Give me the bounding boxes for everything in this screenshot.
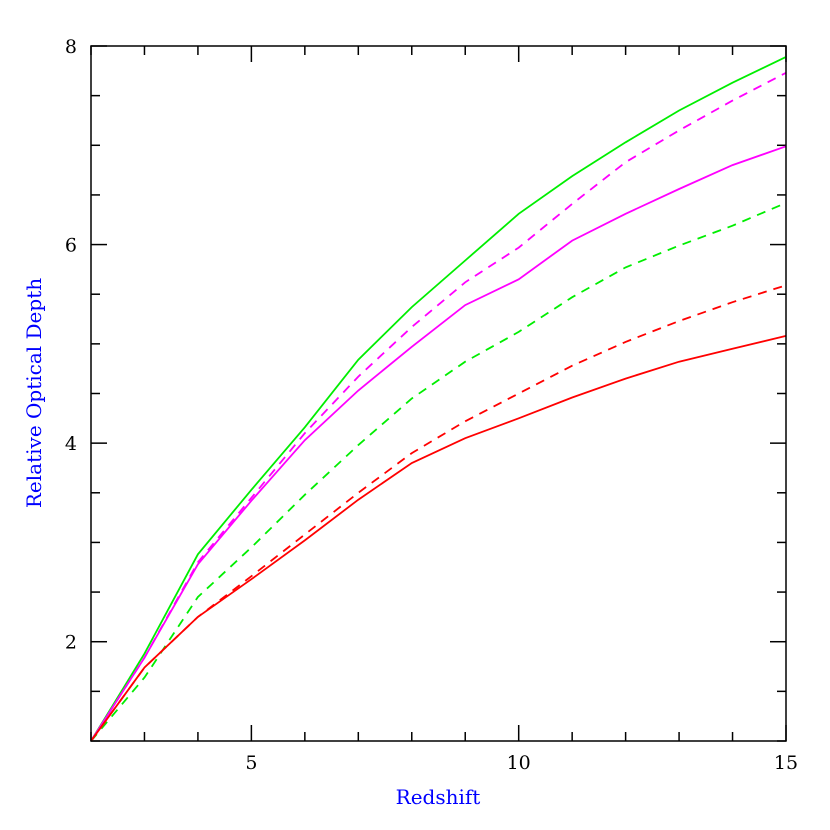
series-line-3 <box>90 145 787 742</box>
plot-frame <box>90 45 787 742</box>
series-line-2 <box>90 72 787 742</box>
x-tick-label: 15 <box>774 752 798 774</box>
series-lines <box>90 56 787 742</box>
x-tick-label: 10 <box>507 752 531 774</box>
y-tick-label: 8 <box>65 36 77 58</box>
axis-ticks <box>90 45 787 742</box>
series-line-6 <box>90 335 787 742</box>
y-tick-label: 4 <box>65 433 77 455</box>
x-tick-label: 5 <box>245 752 257 774</box>
y-tick-label: 2 <box>65 632 77 654</box>
tick-labels: 5 10 15 2 4 6 8 <box>65 36 798 774</box>
x-axis-title: Redshift <box>396 785 481 809</box>
y-axis-title: Relative Optical Depth <box>22 278 46 508</box>
series-line-4 <box>90 202 787 742</box>
series-line-5 <box>90 284 787 742</box>
series-line-1 <box>90 56 787 742</box>
y-tick-label: 6 <box>65 235 77 257</box>
